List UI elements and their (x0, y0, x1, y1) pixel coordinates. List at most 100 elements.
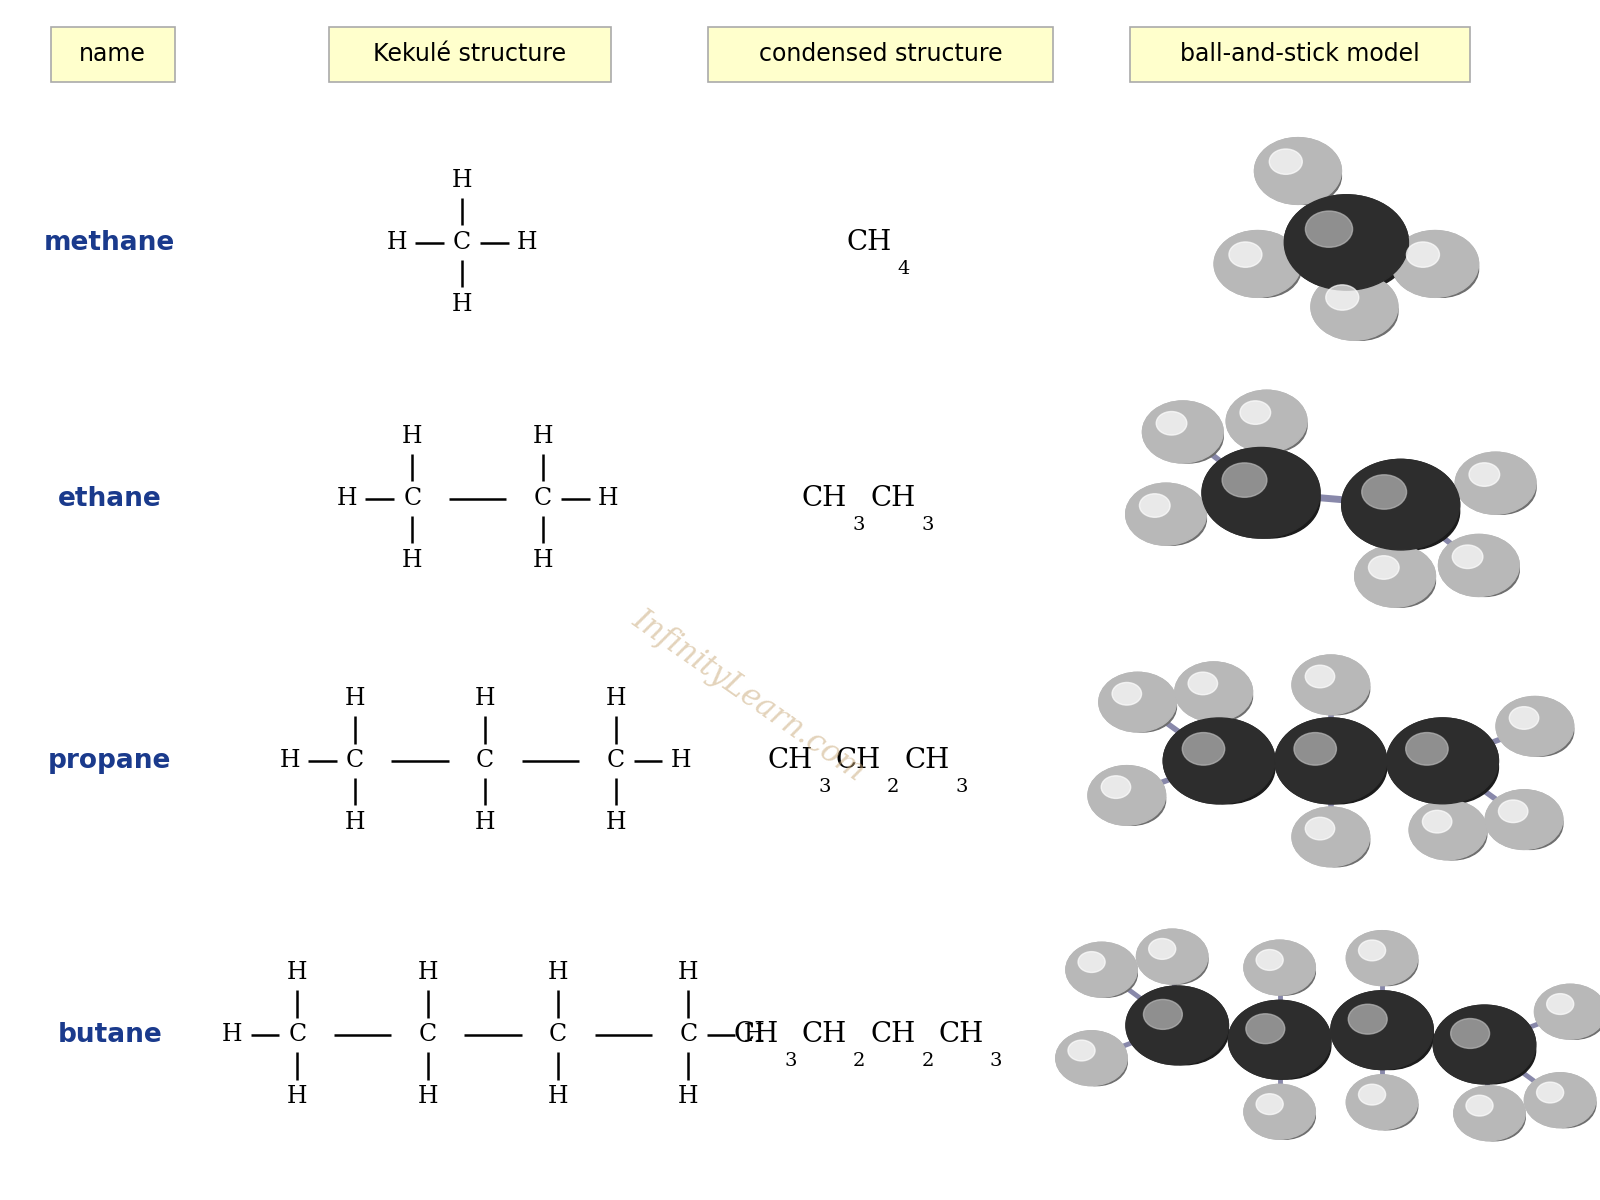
Circle shape (1214, 230, 1301, 298)
Circle shape (1536, 1082, 1563, 1103)
Circle shape (1246, 1014, 1285, 1044)
Text: H: H (678, 1086, 699, 1109)
Text: H: H (451, 293, 472, 316)
Circle shape (1285, 194, 1408, 290)
Circle shape (1434, 1006, 1536, 1084)
Circle shape (1355, 545, 1435, 607)
Circle shape (1360, 473, 1459, 550)
Circle shape (1229, 242, 1262, 268)
Circle shape (1219, 461, 1320, 538)
Circle shape (1406, 242, 1440, 268)
Text: H: H (286, 961, 307, 984)
Circle shape (1534, 1081, 1595, 1128)
FancyBboxPatch shape (709, 26, 1053, 82)
Circle shape (1181, 731, 1275, 804)
Circle shape (1448, 1016, 1536, 1084)
Circle shape (1182, 732, 1224, 766)
Circle shape (1304, 816, 1370, 866)
Circle shape (1357, 1084, 1418, 1129)
Text: H: H (533, 550, 554, 572)
Circle shape (1331, 991, 1434, 1069)
Circle shape (1294, 732, 1336, 766)
Circle shape (1126, 484, 1206, 545)
Circle shape (1467, 462, 1536, 515)
Circle shape (1346, 1075, 1418, 1129)
Circle shape (1422, 810, 1451, 833)
Circle shape (1126, 986, 1229, 1064)
Circle shape (1275, 718, 1387, 804)
Circle shape (1099, 672, 1176, 732)
Circle shape (1229, 1001, 1331, 1079)
Circle shape (1136, 929, 1208, 984)
Circle shape (1066, 942, 1138, 997)
Text: 2: 2 (922, 1052, 933, 1070)
Circle shape (1144, 1000, 1182, 1030)
Circle shape (1126, 986, 1229, 1064)
Text: H: H (605, 811, 626, 834)
Circle shape (1163, 718, 1275, 804)
Circle shape (1240, 401, 1270, 425)
Circle shape (1088, 766, 1165, 826)
Circle shape (1254, 948, 1315, 995)
Circle shape (1325, 283, 1398, 341)
Text: 3: 3 (853, 516, 866, 534)
Text: H: H (517, 230, 538, 254)
Circle shape (1342, 460, 1459, 550)
Circle shape (1392, 230, 1478, 298)
Circle shape (1485, 790, 1563, 850)
Circle shape (1174, 662, 1253, 721)
Circle shape (1525, 1073, 1595, 1128)
Circle shape (1346, 931, 1418, 985)
Circle shape (1227, 240, 1301, 298)
Circle shape (1293, 808, 1370, 866)
Circle shape (1451, 544, 1520, 596)
Circle shape (1421, 809, 1486, 859)
Circle shape (1291, 731, 1387, 804)
Circle shape (1138, 492, 1206, 545)
Circle shape (1101, 775, 1131, 798)
Text: C: C (403, 487, 421, 510)
Text: C: C (680, 1024, 698, 1046)
Text: C: C (606, 749, 624, 773)
Circle shape (1078, 952, 1106, 972)
Text: H: H (222, 1024, 243, 1046)
Circle shape (1438, 534, 1520, 596)
Text: H: H (418, 1086, 438, 1109)
Text: C: C (288, 1024, 307, 1046)
Circle shape (1326, 284, 1358, 310)
Circle shape (1525, 1073, 1595, 1128)
Text: H: H (597, 487, 618, 510)
Circle shape (1304, 664, 1370, 715)
Circle shape (1174, 662, 1253, 721)
Text: C: C (419, 1024, 437, 1046)
Text: CH: CH (846, 229, 891, 256)
Circle shape (1269, 149, 1302, 174)
Circle shape (1496, 696, 1574, 756)
Text: CH: CH (938, 1021, 984, 1049)
Circle shape (1226, 390, 1307, 452)
Text: propane: propane (48, 748, 171, 774)
Circle shape (1358, 1084, 1386, 1105)
Circle shape (1066, 942, 1138, 997)
Circle shape (1534, 984, 1600, 1039)
Circle shape (1387, 718, 1499, 804)
Text: 3: 3 (819, 778, 832, 796)
Circle shape (1254, 138, 1341, 204)
Text: 3: 3 (922, 516, 934, 534)
Circle shape (1293, 655, 1370, 715)
FancyBboxPatch shape (328, 26, 611, 82)
Text: condensed structure: condensed structure (758, 42, 1003, 66)
Circle shape (1110, 682, 1176, 732)
Circle shape (1267, 148, 1341, 204)
Text: H: H (344, 688, 365, 710)
Circle shape (1346, 1003, 1434, 1069)
Circle shape (1254, 138, 1341, 204)
Circle shape (1285, 194, 1408, 290)
Text: C: C (346, 749, 363, 773)
Text: H: H (387, 230, 406, 254)
Circle shape (1469, 463, 1499, 486)
Text: CH: CH (835, 748, 882, 774)
Circle shape (1243, 1085, 1315, 1139)
Text: 2: 2 (886, 778, 899, 796)
Circle shape (1306, 665, 1334, 688)
